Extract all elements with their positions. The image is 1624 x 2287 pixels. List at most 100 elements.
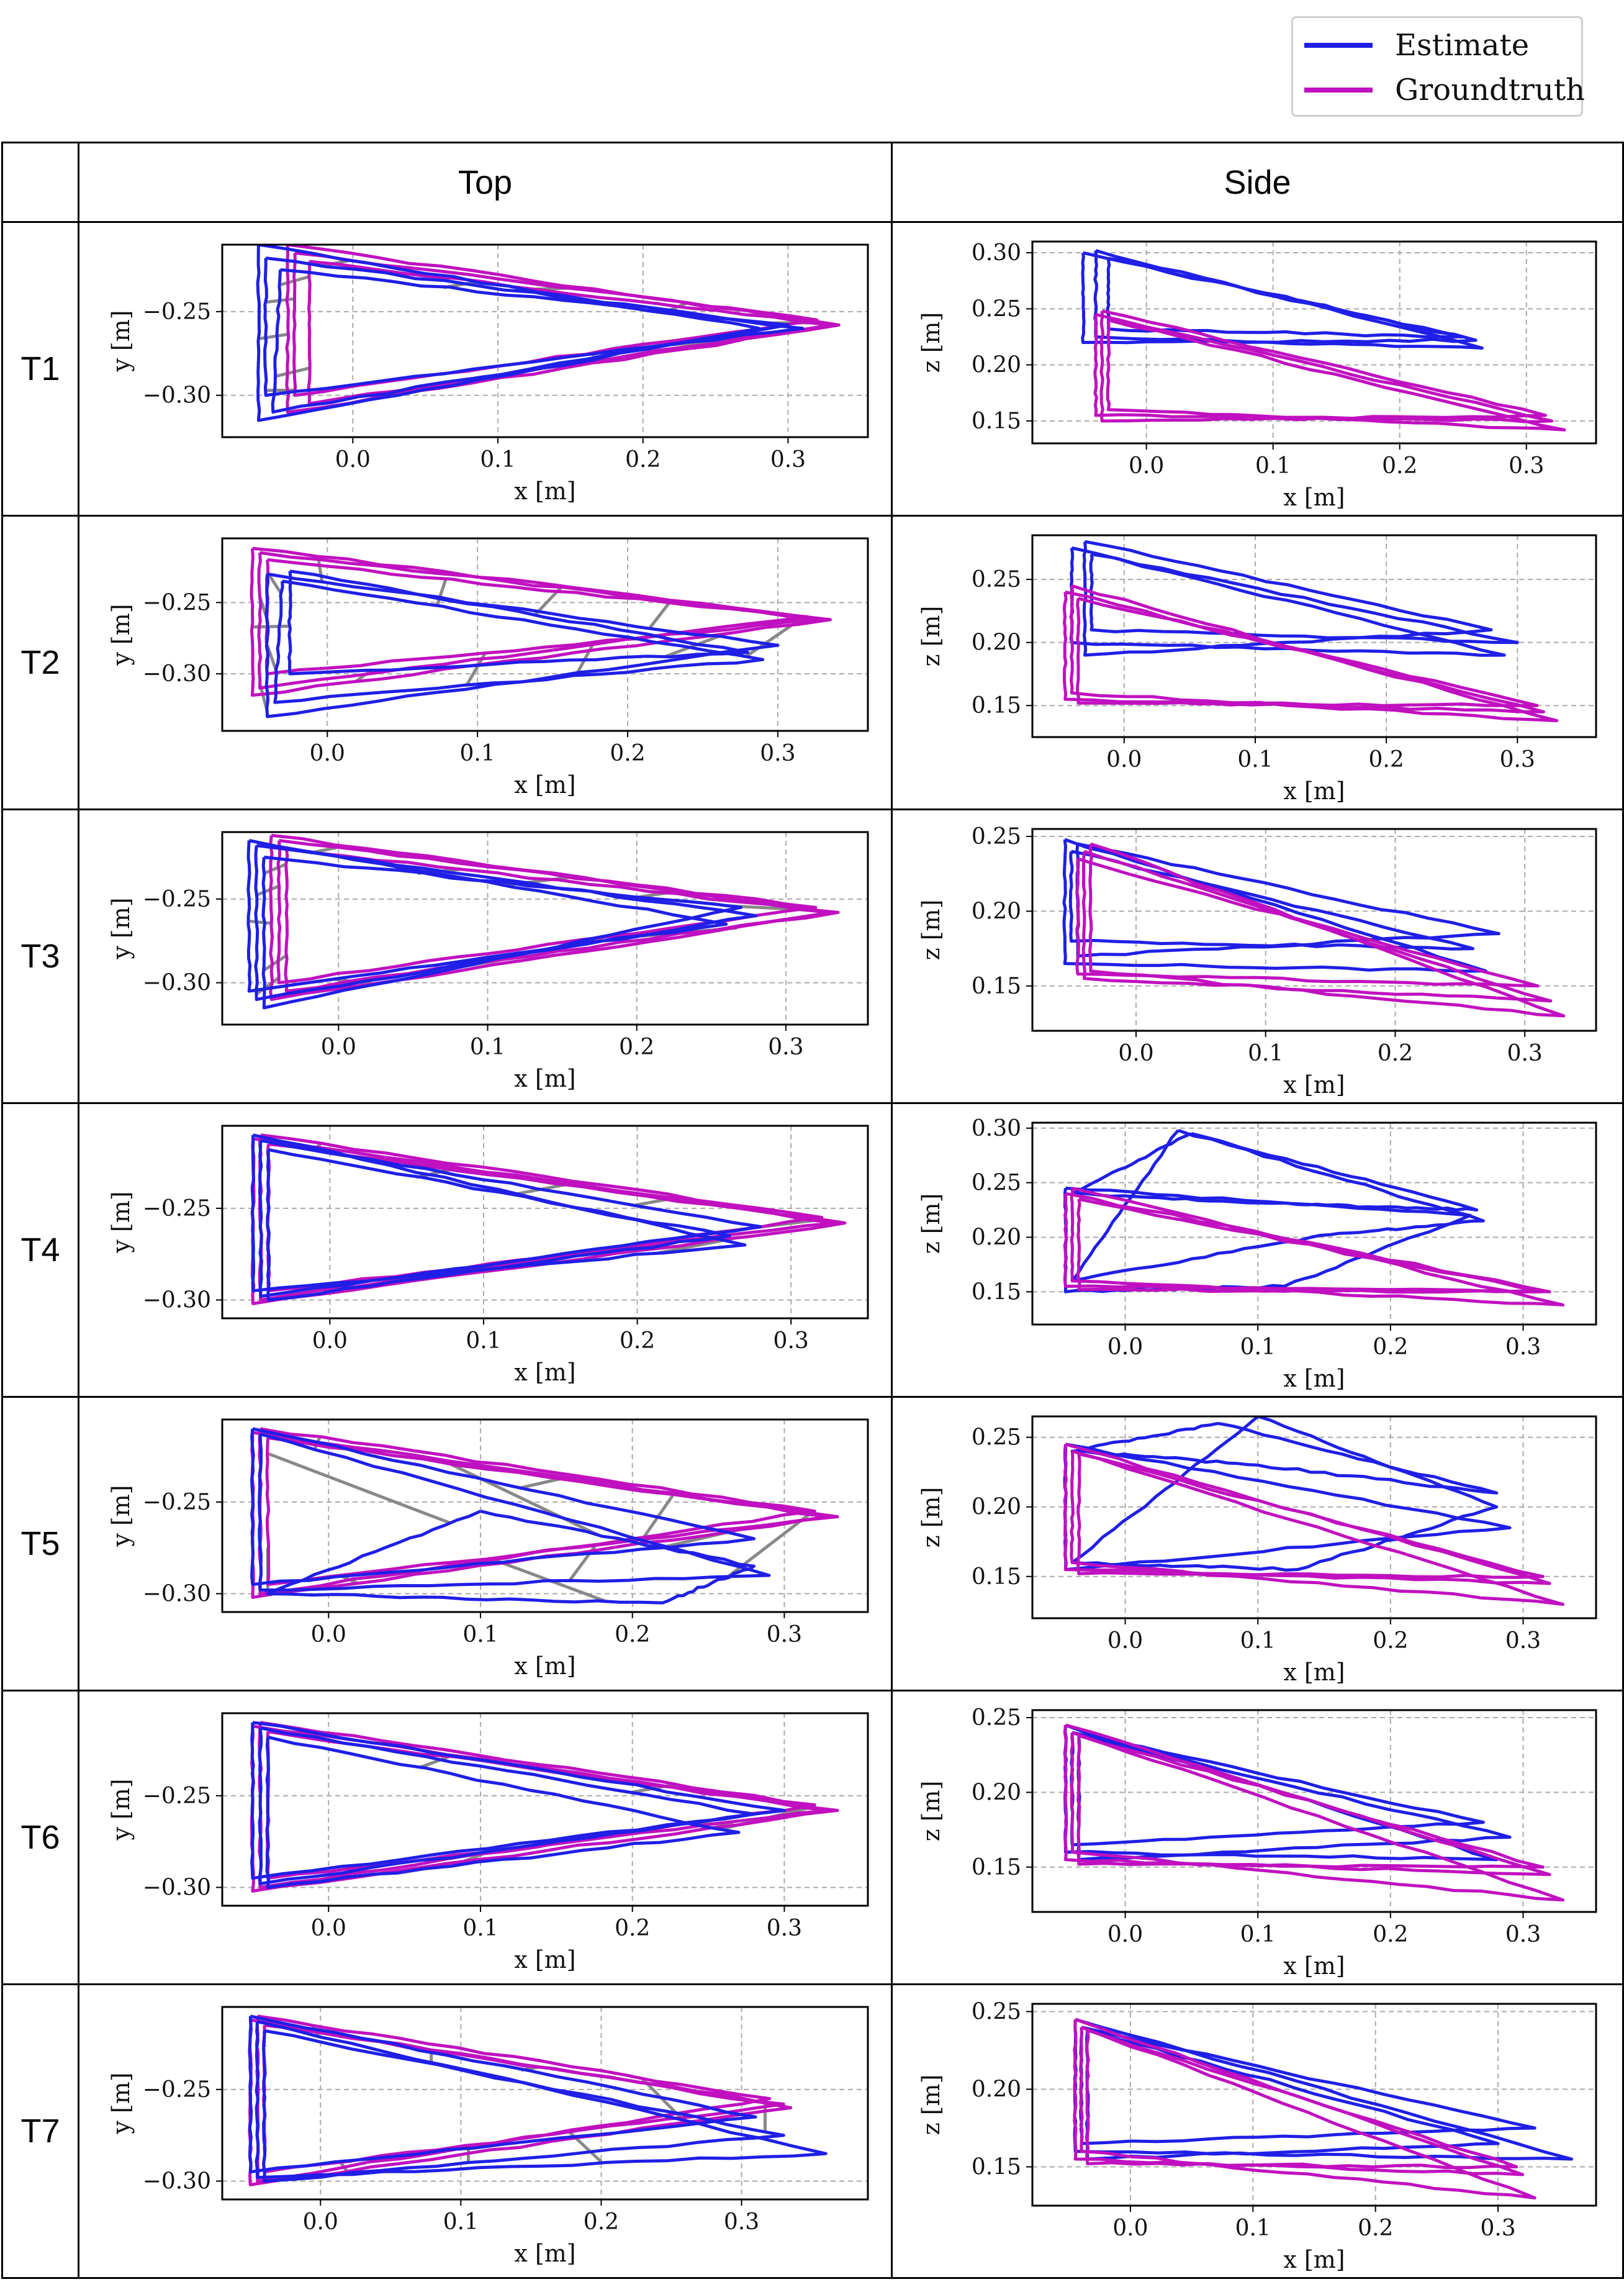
plot-cell-top: 0.0 0.1 0.2 0.3 −0.25 −0.30 x [m] y [m] xyxy=(78,1396,893,1691)
x-axis-label: x [m] xyxy=(1283,1071,1345,1098)
y-axis-label: z [m] xyxy=(918,1193,945,1254)
series-groundtruth-line xyxy=(292,251,819,397)
plot-frame xyxy=(1031,240,1597,445)
y-axis-label: z [m] xyxy=(918,1487,945,1548)
series-groundtruth-line xyxy=(1099,309,1547,423)
error-link xyxy=(255,976,280,995)
x-tick-label: 0.0 xyxy=(335,447,371,473)
legend-swatch-estimate xyxy=(1304,43,1373,48)
trajectory-chart: 0.0 0.1 0.2 0.3 0.25 0.20 0.15 x [m] z [m] xyxy=(918,1415,1597,1686)
x-tick-label: 0.2 xyxy=(620,1328,655,1354)
plot-frame xyxy=(1031,1709,1597,1913)
x-tick-label: 0.2 xyxy=(1369,747,1404,772)
error-link xyxy=(248,919,272,925)
corner-cell xyxy=(1,142,79,223)
y-axis-label: z [m] xyxy=(918,312,945,373)
plot-area xyxy=(1063,1416,1565,1606)
y-tick-label: 0.30 xyxy=(972,1116,1021,1141)
y-tick-label: 0.15 xyxy=(972,1855,1021,1880)
series-groundtruth-line xyxy=(1088,842,1566,1018)
x-tick-label: 0.1 xyxy=(1237,747,1273,772)
error-link xyxy=(418,1755,449,1770)
legend-label-groundtruth: Groundtruth xyxy=(1395,73,1586,107)
trajectory-chart: 0.0 0.1 0.2 0.3 0.25 0.20 0.15 x [m] z [m] xyxy=(918,534,1597,805)
x-tick-label: 0.3 xyxy=(1480,2216,1515,2241)
x-tick-label: 0.3 xyxy=(1507,1041,1543,1066)
x-tick-label: 0.2 xyxy=(1373,1334,1408,1360)
x-tick-label: 0.3 xyxy=(724,2209,759,2235)
trial-row: T1 0.0 0.1 0.2 0.3 −0.25 −0.30 x [m] y [m] 0.0 0.1… xyxy=(1,221,1624,517)
series-estimate-line xyxy=(1070,1128,1485,1283)
x-tick-label: 0.0 xyxy=(1129,453,1164,479)
y-axis-label: y [m] xyxy=(107,2072,135,2134)
error-link xyxy=(317,559,324,582)
row-label: T2 xyxy=(1,515,79,810)
y-axis-label: y [m] xyxy=(107,310,135,372)
plot-frame xyxy=(221,243,869,438)
x-tick-label: 0.0 xyxy=(1106,747,1142,772)
x-tick-label: 0.0 xyxy=(1112,2216,1148,2241)
series-groundtruth-line xyxy=(1079,2026,1536,2199)
y-tick-label: 0.25 xyxy=(972,567,1021,592)
x-tick-label: 0.0 xyxy=(1107,1922,1143,1947)
series-estimate-line xyxy=(273,579,765,704)
trajectory-chart: 0.0 0.1 0.2 0.3 −0.25 −0.30 x [m] y [m] xyxy=(107,537,869,799)
trial-row: T4 0.0 0.1 0.2 0.3 −0.25 −0.30 x [m] y [m] 0.0 0.1… xyxy=(1,1102,1624,1398)
error-link xyxy=(640,1489,678,1541)
y-tick-label: −0.25 xyxy=(143,1196,211,1221)
y-axis-label: y [m] xyxy=(107,1778,135,1841)
x-tick-label: 0.1 xyxy=(1240,1628,1276,1654)
series-groundtruth-line xyxy=(269,833,840,1002)
series-estimate-line xyxy=(250,1721,786,1880)
plot-frame xyxy=(221,1418,869,1613)
plot-area xyxy=(1062,838,1566,1018)
series-estimate-line xyxy=(1070,1132,1479,1211)
x-axis-label: x [m] xyxy=(1283,777,1345,805)
plot-cell-side: 0.0 0.1 0.2 0.3 0.25 0.20 0.15 x [m] z [m] xyxy=(891,515,1624,810)
series-estimate-line xyxy=(1106,256,1465,338)
error-link xyxy=(435,578,448,607)
plot-cell-top: 0.0 0.1 0.2 0.3 −0.25 −0.30 x [m] y [m] xyxy=(78,515,893,810)
y-tick-label: 0.30 xyxy=(972,240,1021,266)
series-estimate-line xyxy=(246,839,728,993)
y-axis-label: y [m] xyxy=(107,604,135,666)
y-tick-label: −0.25 xyxy=(143,590,211,615)
series-estimate-line xyxy=(258,1433,771,1592)
x-axis-label: x [m] xyxy=(1283,484,1345,511)
trajectory-chart: 0.0 0.1 0.2 0.3 0.25 0.20 0.15 x [m] z [m] xyxy=(918,1705,1597,1980)
header-row: Top Side xyxy=(1,142,1624,223)
plot-frame xyxy=(1031,1121,1597,1326)
x-axis-label: x [m] xyxy=(1283,1659,1345,1686)
x-tick-label: 0.2 xyxy=(615,1916,650,1941)
x-tick-label: 0.1 xyxy=(1240,1334,1276,1360)
plot-area xyxy=(248,2014,828,2186)
plot-frame xyxy=(1031,2003,1597,2207)
y-tick-label: 0.15 xyxy=(972,409,1021,434)
plot-cell-top: 0.0 0.1 0.2 0.3 −0.25 −0.30 x [m] y [m] xyxy=(78,808,893,1104)
y-tick-label: 0.15 xyxy=(972,1564,1021,1590)
x-axis-label: x [m] xyxy=(514,478,575,505)
col-header-side: Side xyxy=(891,142,1624,223)
plot-cell-top: 0.0 0.1 0.2 0.3 −0.25 −0.30 x [m] y [m] xyxy=(78,1102,893,1398)
x-tick-label: 0.1 xyxy=(460,741,495,766)
y-tick-label: −0.25 xyxy=(143,299,211,325)
y-tick-label: 0.20 xyxy=(972,2077,1021,2103)
y-tick-label: −0.30 xyxy=(143,971,211,996)
table-body: T1 0.0 0.1 0.2 0.3 −0.25 −0.30 x [m] y [m] 0.0 0.1… xyxy=(1,221,1624,2279)
trial-row: T3 0.0 0.1 0.2 0.3 −0.25 −0.30 x [m] y [m] 0.0 0.1… xyxy=(1,808,1624,1104)
plot-frame xyxy=(221,1125,869,1320)
x-tick-label: 0.2 xyxy=(1373,1628,1408,1654)
y-axis-label: y [m] xyxy=(107,1191,135,1253)
y-tick-label: 0.20 xyxy=(972,1225,1021,1250)
y-axis-label: y [m] xyxy=(107,1485,135,1547)
plot-frame xyxy=(1031,1415,1597,1619)
results-table: Top Side T1 0.0 0.1 0.2 0.3 −0.25 −0.30 x [m] y … xyxy=(1,142,1624,2279)
plot-cell-side: 0.0 0.1 0.2 0.3 0.25 0.20 0.15 x [m] z [m] xyxy=(891,808,1624,1104)
plot-cell-top: 0.0 0.1 0.2 0.3 −0.25 −0.30 x [m] y [m] xyxy=(78,221,893,517)
plot-area xyxy=(256,245,841,422)
x-tick-label: 0.0 xyxy=(1107,1628,1143,1654)
y-tick-label: −0.30 xyxy=(143,661,211,687)
x-axis-label: x [m] xyxy=(1283,1365,1345,1392)
error-link xyxy=(263,954,287,972)
series-estimate-line xyxy=(1068,849,1475,951)
